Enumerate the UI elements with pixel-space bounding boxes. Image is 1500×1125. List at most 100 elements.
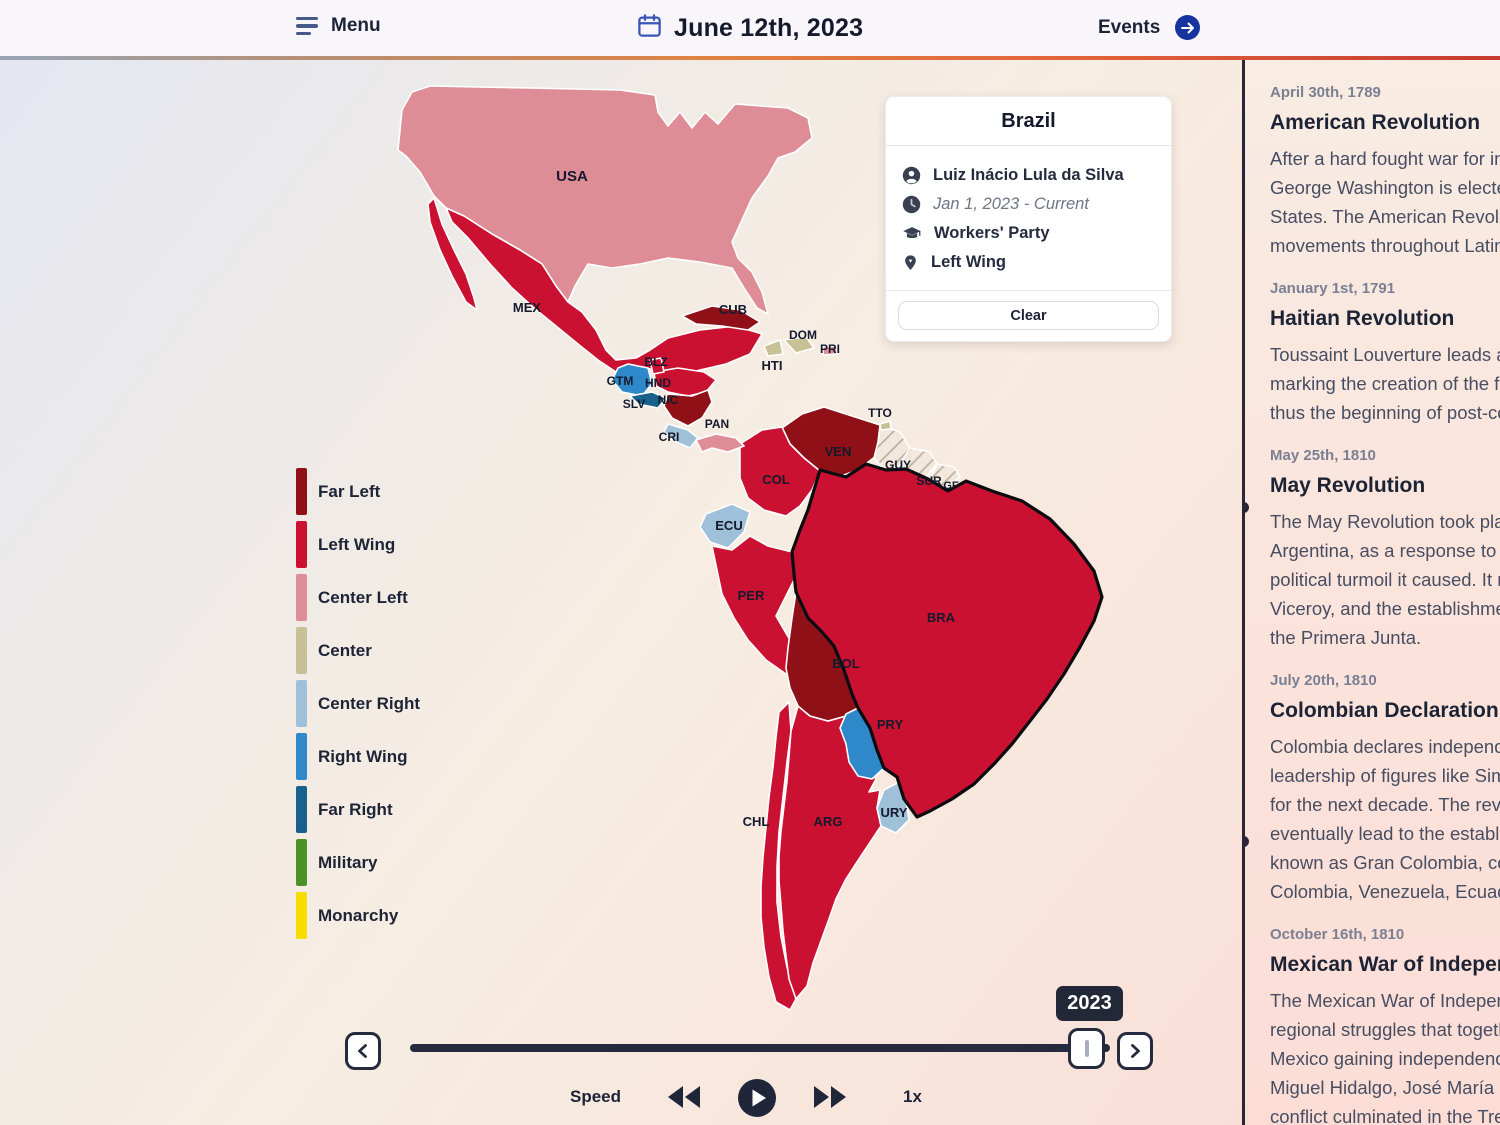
legend-label: Center [318, 640, 372, 660]
country-cri[interactable] [663, 423, 699, 449]
event-item-1[interactable]: January 1st, 1791 Haitian Revolution Touss… [1270, 278, 1500, 427]
current-date[interactable]: June 12th, 2023 [636, 12, 863, 44]
event-title: American Revolution [1270, 111, 1481, 134]
country-label-gf: GF [943, 480, 959, 492]
menu-button[interactable]: Menu [296, 15, 381, 37]
country-pan[interactable] [695, 433, 745, 453]
country-cub[interactable] [681, 305, 761, 331]
event-title: May Revolution [1270, 474, 1426, 497]
country-label-col: COL [762, 472, 790, 487]
fast-forward-icon [814, 1086, 846, 1108]
country-label-hnd: HND [645, 376, 671, 390]
country-label-bol: BOL [832, 656, 860, 671]
play-icon [738, 1079, 776, 1117]
fast-forward-button[interactable] [812, 1084, 848, 1110]
term-row: Jan 1, 2023 - Current [902, 195, 1155, 214]
legend-swatch [296, 627, 307, 674]
country-gf[interactable] [929, 463, 961, 490]
legend-swatch [296, 733, 307, 780]
country-tto[interactable] [879, 420, 892, 431]
country-slv[interactable] [629, 391, 667, 409]
country-label-gtm: GTM [607, 374, 634, 388]
timeline-bullet [1242, 835, 1249, 847]
previous-year-button[interactable] [345, 1032, 381, 1070]
event-description-line: thus the beginning of post-colonial Lati… [1270, 402, 1500, 423]
legend-item-right-wing: Right Wing [296, 733, 420, 780]
event-title: Colombian Declaration of Independence [1270, 699, 1500, 722]
legend-label: Left Wing [318, 534, 396, 554]
event-description-line: After a hard fought war for independence… [1270, 148, 1500, 169]
event-title: Haitian Revolution [1270, 307, 1455, 330]
legend-label: Right Wing [318, 746, 408, 766]
event-description-line: The Mexican War of Independence was a se… [1270, 990, 1500, 1011]
country-pri[interactable] [822, 345, 838, 356]
country-label-dom: DOM [789, 328, 817, 342]
events-sidebar[interactable]: April 30th, 1789 American Revolution After… [1242, 60, 1500, 1125]
legend-swatch [296, 892, 307, 939]
legend-swatch [296, 680, 307, 727]
date-label: June 12th, 2023 [674, 13, 864, 42]
country-label-nic: NIC [658, 393, 679, 407]
timeline-line [1242, 60, 1245, 1125]
country-gtm[interactable] [611, 363, 653, 397]
country-ecu[interactable] [699, 503, 751, 549]
country-guy[interactable] [873, 424, 911, 472]
event-description-line: Viceroy, and the establishment of a loca… [1270, 598, 1500, 619]
graduation-cap-icon [902, 224, 922, 243]
country-mex[interactable] [445, 207, 763, 381]
baja-peninsula [427, 197, 478, 311]
event-item-2[interactable]: May 25th, 1810 May Revolution The May Revo… [1270, 445, 1500, 652]
legend-item-far-right: Far Right [296, 786, 420, 833]
event-date: July 20th, 1810 [1270, 672, 1377, 689]
clock-icon [902, 195, 921, 214]
events-button[interactable]: Events [1098, 15, 1201, 40]
country-label-sur: SUR [916, 474, 942, 488]
country-dom[interactable] [783, 336, 815, 354]
legend-item-left-wing: Left Wing [296, 521, 420, 568]
country-bra[interactable] [790, 462, 1104, 819]
country-label-pan: PAN [705, 417, 729, 431]
legend-item-center-left: Center Left [296, 574, 420, 621]
country-label-tto: TTO [868, 406, 892, 420]
country-label-blz: BLZ [644, 355, 667, 369]
event-description-line: Colombia, Venezuela, Ecuador, and Panama… [1270, 881, 1500, 902]
clear-button[interactable]: Clear [898, 301, 1159, 330]
country-hti[interactable] [763, 339, 784, 357]
country-chl[interactable] [760, 701, 797, 1011]
handle-grip-icon [1084, 1040, 1089, 1057]
timeline-slider-track[interactable] [410, 1044, 1110, 1052]
event-description-line: Colombia declares independence from Spai… [1270, 736, 1500, 757]
event-item-0[interactable]: April 30th, 1789 American Revolution After… [1270, 82, 1500, 260]
legend-label: Center Left [318, 587, 408, 607]
party-row: Workers' Party [902, 224, 1155, 243]
country-blz[interactable] [649, 357, 665, 375]
legend-item-center-right: Center Right [296, 680, 420, 727]
country-col[interactable] [739, 426, 821, 517]
rewind-button[interactable] [666, 1084, 702, 1110]
legend-label: Far Left [318, 481, 381, 501]
event-description-line: Mexico gaining independence from Spain. … [1270, 1048, 1500, 1069]
hamburger-icon [296, 17, 318, 35]
event-item-4[interactable]: October 16th, 1810 Mexican War of Indepen… [1270, 924, 1500, 1125]
event-item-3[interactable]: July 20th, 1810 Colombian Declaration of … [1270, 670, 1500, 906]
legend-swatch [296, 468, 307, 515]
legend-swatch [296, 521, 307, 568]
next-year-button[interactable] [1117, 1032, 1153, 1070]
event-date: April 30th, 1789 [1270, 84, 1381, 101]
event-description-line: Toussaint Louverture leads a slave revol… [1270, 344, 1500, 365]
chevron-left-icon [358, 1044, 367, 1058]
country-label-pry: PRY [877, 717, 904, 732]
timeline-slider-handle[interactable] [1068, 1028, 1105, 1069]
country-per[interactable] [711, 535, 803, 675]
arrow-right-icon [1175, 15, 1201, 40]
play-button[interactable] [737, 1078, 777, 1118]
legend-swatch [296, 574, 307, 621]
country-nic[interactable] [663, 389, 713, 427]
legend-label: Far Right [318, 799, 393, 819]
legend-label: Monarchy [318, 905, 399, 925]
event-title: Mexican War of Independence [1270, 953, 1500, 976]
map-pin-icon [902, 253, 919, 272]
country-label-guy: GUY [885, 458, 911, 472]
